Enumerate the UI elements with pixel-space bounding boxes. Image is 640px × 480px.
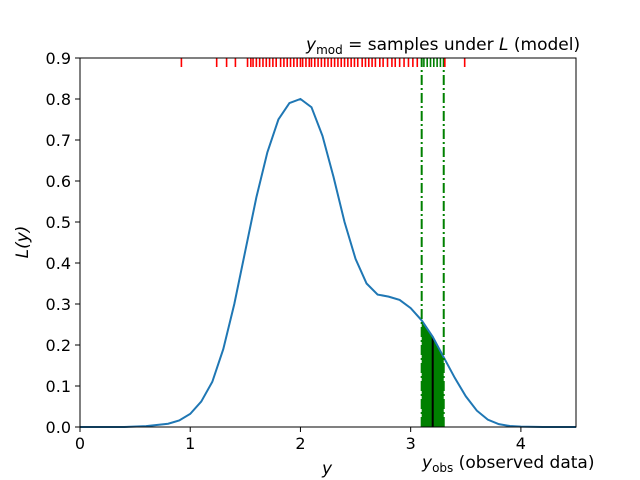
x-tick-label-3: 2 xyxy=(295,434,305,453)
plot-area: 0 1 2 3 4 0.0 0.1 0.2 0.3 0.4 0.5 0.6 0.7 0.8 0.9 xyxy=(46,49,577,453)
axes-frame xyxy=(79,57,577,428)
rug-caption-sub: mod xyxy=(316,43,343,57)
y-tick-label-6: 0.5 xyxy=(46,213,71,232)
x-tick-label-1: 0 xyxy=(75,434,85,453)
x-axis-label: y xyxy=(321,459,333,479)
x-tick-label-2: 1 xyxy=(185,434,195,453)
y-tick-label-5: 0.4 xyxy=(46,254,71,273)
y-tick-label-2: 0.1 xyxy=(46,377,71,396)
rug-caption: ymod = samples under L (model) xyxy=(305,35,580,57)
x-tick-label-4: 3 xyxy=(406,434,416,453)
rug-caption-L: L xyxy=(499,35,508,55)
observed-caption-rest: (observed data) xyxy=(453,453,594,473)
y-axis-label: L(y) xyxy=(13,226,33,259)
y-tick-label-9: 0.8 xyxy=(46,90,71,109)
observed-caption-y: y xyxy=(421,453,433,473)
y-tick-label-7: 0.6 xyxy=(46,172,71,191)
y-tick-label-4: 0.3 xyxy=(46,295,71,314)
y-tick-label-8: 0.7 xyxy=(46,131,71,150)
observed-caption: yobs (observed data) xyxy=(421,453,594,475)
y-tick-label-3: 0.2 xyxy=(46,336,71,355)
density-curve xyxy=(80,97,576,428)
observed-caption-sub: obs xyxy=(432,461,453,475)
rug-caption-rest: = samples under xyxy=(343,35,499,55)
y-tick-label-1: 0.0 xyxy=(46,418,71,437)
rug-caption-end: (model) xyxy=(509,35,581,55)
x-tick-label-5: 4 xyxy=(516,434,526,453)
y-tick-label-10: 0.9 xyxy=(46,49,71,68)
rug-caption-y: y xyxy=(305,35,317,55)
